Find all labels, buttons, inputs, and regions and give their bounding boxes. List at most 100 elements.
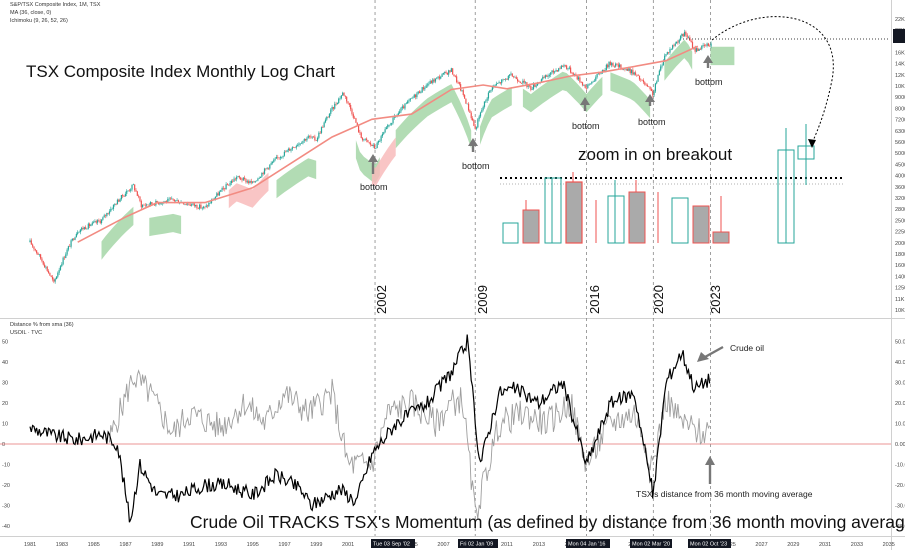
candle-body	[61, 264, 63, 267]
candle-body	[297, 145, 299, 146]
candle-body	[143, 204, 145, 206]
candle-body	[453, 74, 455, 77]
candle-body	[409, 98, 411, 101]
candle-body	[502, 79, 504, 80]
candle-body	[474, 125, 476, 129]
candle-body	[91, 222, 93, 225]
candle-body	[527, 85, 529, 87]
candle-body	[138, 195, 140, 197]
candle-body	[269, 164, 271, 169]
candle-body	[534, 84, 536, 87]
candle-body	[588, 83, 590, 85]
candle-body	[348, 103, 350, 105]
zoom-arrowhead	[808, 139, 816, 148]
candle-body	[665, 54, 667, 56]
price-tick-label: 2000	[895, 241, 905, 247]
candle-body	[131, 185, 133, 190]
price-tick-label: 4000	[895, 174, 905, 180]
candle-body	[619, 64, 621, 67]
candle-body	[664, 55, 666, 61]
lower-panel-series	[29, 334, 711, 523]
date-tag-bg	[371, 539, 415, 548]
tsx-distance-line	[109, 369, 711, 519]
candle-body	[233, 178, 235, 182]
candle-body	[361, 137, 364, 141]
cloud-segment	[101, 206, 134, 260]
candle-body	[707, 43, 709, 46]
candle-body	[238, 176, 240, 178]
candle-body	[350, 104, 352, 110]
candle-body	[669, 49, 671, 53]
candle-body	[458, 82, 460, 85]
candle-body	[119, 199, 121, 202]
candle-body	[311, 136, 313, 138]
candle-body	[220, 190, 222, 192]
candle-body	[37, 252, 39, 255]
candle-body	[246, 181, 248, 183]
candle-body	[491, 86, 494, 90]
candle-body	[597, 73, 600, 75]
candle-body	[581, 82, 584, 86]
candle-body	[291, 147, 293, 150]
candle-body	[613, 65, 615, 67]
zoom-candle	[712, 231, 730, 244]
usoil-legend[interactable]: USOIL · TVC	[10, 330, 43, 336]
candle-body	[368, 142, 370, 143]
candle-body	[358, 124, 360, 132]
symbol-legend[interactable]: S&P/TSX Composite Index, 1M, TSX	[10, 2, 101, 8]
candle-body	[29, 240, 31, 243]
candle-body	[318, 132, 320, 138]
candle-body	[420, 92, 422, 94]
candle-body	[579, 77, 581, 83]
candle-body	[501, 79, 503, 84]
candle-body	[331, 107, 333, 110]
candle-body	[43, 264, 46, 268]
candle-body	[479, 112, 482, 117]
candle-body	[604, 69, 606, 72]
candle-body	[66, 249, 68, 255]
time-tick-label: 1993	[215, 542, 227, 548]
ma-legend[interactable]: MA (36, close, 0)	[10, 10, 52, 16]
time-tick-label: 1991	[183, 542, 195, 548]
candle-body	[266, 167, 268, 169]
candle-body	[482, 106, 484, 110]
candle-body	[522, 80, 524, 84]
candle-body	[658, 70, 660, 76]
cloud-segment	[710, 46, 735, 66]
candle-body	[86, 228, 88, 230]
ma-36-line	[77, 45, 699, 243]
candle-body	[599, 73, 601, 75]
candle-body	[461, 90, 463, 91]
candle-body	[687, 37, 690, 38]
time-tick-label: 2027	[755, 542, 767, 548]
value-tick-label-left: -20	[2, 483, 10, 489]
price-tick-label: 22K	[895, 17, 905, 23]
candle-body	[147, 204, 149, 206]
price-tick-label: 4500	[895, 162, 905, 168]
candle-body	[584, 84, 586, 88]
candle-body	[205, 205, 207, 208]
candle-body	[185, 203, 187, 205]
ichimoku-legend[interactable]: Ichimoku (9, 26, 52, 26)	[10, 18, 68, 24]
candle-body	[434, 78, 437, 82]
candle-body	[103, 215, 105, 218]
candle-body	[283, 151, 285, 156]
candle-body	[576, 76, 578, 80]
candle-body	[148, 204, 150, 206]
candle-body	[536, 83, 539, 86]
candle-body	[509, 74, 511, 76]
candle-body	[63, 257, 66, 259]
distance-legend[interactable]: Distance % from sma (36)	[10, 322, 74, 328]
candle-body	[514, 77, 516, 78]
candle-body	[399, 111, 401, 114]
bottom-arrow-icon	[703, 55, 713, 68]
candle-body	[322, 127, 324, 128]
candle-body	[416, 93, 418, 98]
candle-body	[295, 145, 297, 148]
date-tag-2023: Mon 02 Oct '23	[690, 542, 727, 548]
candle-body	[259, 176, 262, 178]
candle-body	[408, 100, 410, 102]
candle-body	[413, 94, 415, 98]
value-tick-label: -40.00	[895, 524, 905, 530]
candle-body	[490, 89, 492, 91]
